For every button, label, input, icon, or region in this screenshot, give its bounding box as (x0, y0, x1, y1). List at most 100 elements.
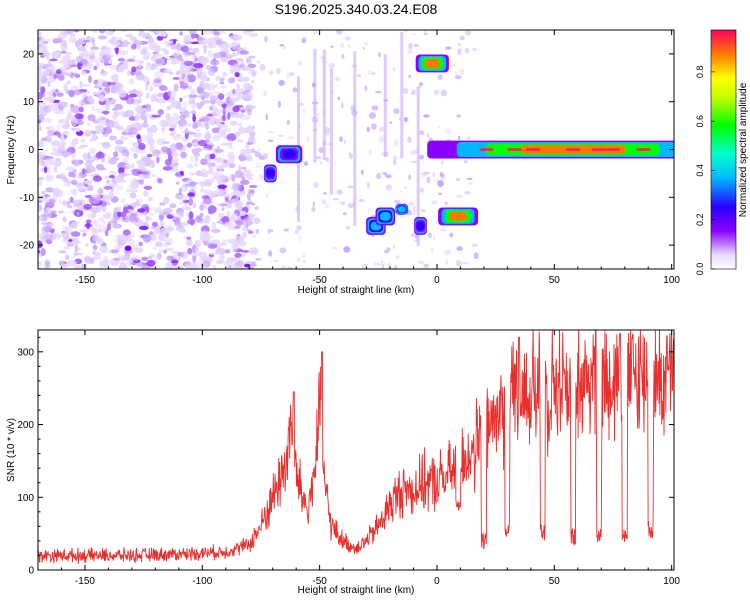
noise-blob (211, 228, 221, 233)
noise-blob (292, 87, 299, 93)
noise-blob (201, 116, 210, 122)
noise-blob (347, 44, 351, 48)
noise-blob (243, 91, 254, 100)
noise-blob (53, 131, 61, 136)
noise-blob (404, 116, 408, 123)
noise-blob (162, 141, 170, 144)
noise-blob (263, 90, 268, 97)
y-tick-label: 10 (23, 97, 35, 108)
noise-blob (373, 262, 381, 266)
noise-blob (244, 144, 250, 149)
noise-blob (178, 201, 184, 205)
noise-blob (221, 43, 231, 49)
noise-blob (251, 261, 257, 267)
noise-blob (236, 139, 244, 143)
noise-blob (459, 35, 465, 41)
noise-blob (246, 192, 251, 201)
noise-blob (125, 189, 132, 192)
noise-blob (140, 171, 149, 175)
noise-blob (385, 184, 393, 192)
noise-blob (422, 160, 425, 163)
noise-blob (69, 36, 77, 43)
noise-blob (168, 127, 175, 132)
noise-blob (196, 120, 202, 125)
noise-blob (58, 210, 64, 214)
noise-blob (194, 239, 200, 248)
noise-blob (243, 82, 252, 91)
noise-blob (264, 35, 268, 43)
noise-blob (428, 232, 432, 239)
y-tick-label: 20 (23, 49, 35, 60)
noise-blob (232, 174, 236, 183)
noise-blob (41, 76, 48, 84)
figure-title: S196.2025.340.03.24.E08 (275, 1, 438, 17)
noise-blob (56, 231, 60, 240)
noise-blob (208, 91, 214, 96)
noise-blob (186, 142, 192, 148)
noise-blob (38, 73, 43, 81)
noise-blob (93, 85, 100, 89)
noise-blob (410, 233, 418, 237)
noise-streak (313, 48, 317, 163)
noise-blob (283, 45, 287, 50)
noise-blob (163, 237, 173, 243)
noise-blob (83, 53, 89, 60)
noise-blob (157, 109, 164, 116)
noise-blob (179, 114, 188, 120)
noise-blob (445, 259, 448, 266)
noise-blob (212, 52, 222, 59)
heatmap-peak (591, 148, 606, 151)
noise-blob (205, 38, 214, 45)
noise-blob (393, 108, 400, 115)
noise-blob (216, 203, 222, 207)
noise-blob (217, 123, 225, 127)
noise-blob (70, 179, 78, 185)
noise-blob (98, 94, 106, 102)
noise-blob (246, 215, 254, 221)
noise-blob (199, 204, 204, 211)
noise-blob (180, 211, 184, 217)
noise-blob (70, 210, 75, 214)
noise-blob (196, 67, 203, 76)
noise-blob (110, 73, 119, 82)
noise-blob (132, 202, 136, 209)
noise-blob (209, 153, 216, 160)
noise-blob (218, 212, 225, 219)
noise-blob (93, 79, 99, 85)
noise-blob (120, 43, 125, 48)
x-tick-label: 0 (434, 576, 440, 587)
noise-blob (218, 165, 223, 172)
noise-blob (64, 51, 72, 56)
noise-blob (445, 46, 452, 50)
noise-blob (236, 77, 247, 82)
noise-blob (240, 109, 246, 113)
noise-blob (265, 193, 269, 198)
noise-blob (200, 58, 210, 64)
noise-blob (164, 158, 172, 166)
noise-blob (157, 33, 166, 37)
noise-blob (199, 122, 206, 129)
noise-blob (311, 206, 316, 212)
noise-blob (318, 147, 324, 154)
noise-blob (338, 201, 346, 204)
noise-blob (220, 85, 227, 89)
noise-blob (218, 253, 225, 262)
noise-blob (40, 248, 46, 256)
noise-blob (254, 152, 262, 158)
noise-blob (212, 30, 219, 34)
noise-blob (301, 37, 308, 40)
noise-blob (116, 191, 120, 195)
noise-blob (403, 186, 408, 189)
noise-blob (142, 234, 152, 243)
noise-blob (174, 194, 182, 199)
noise-blob (431, 200, 438, 205)
noise-blob (69, 103, 75, 108)
y-tick-label: 0 (28, 566, 34, 577)
noise-blob (172, 76, 180, 80)
noise-blob (55, 69, 62, 75)
noise-blob (240, 50, 249, 55)
noise-blob (230, 42, 240, 46)
noise-blob (218, 174, 224, 177)
noise-blob (103, 185, 113, 190)
